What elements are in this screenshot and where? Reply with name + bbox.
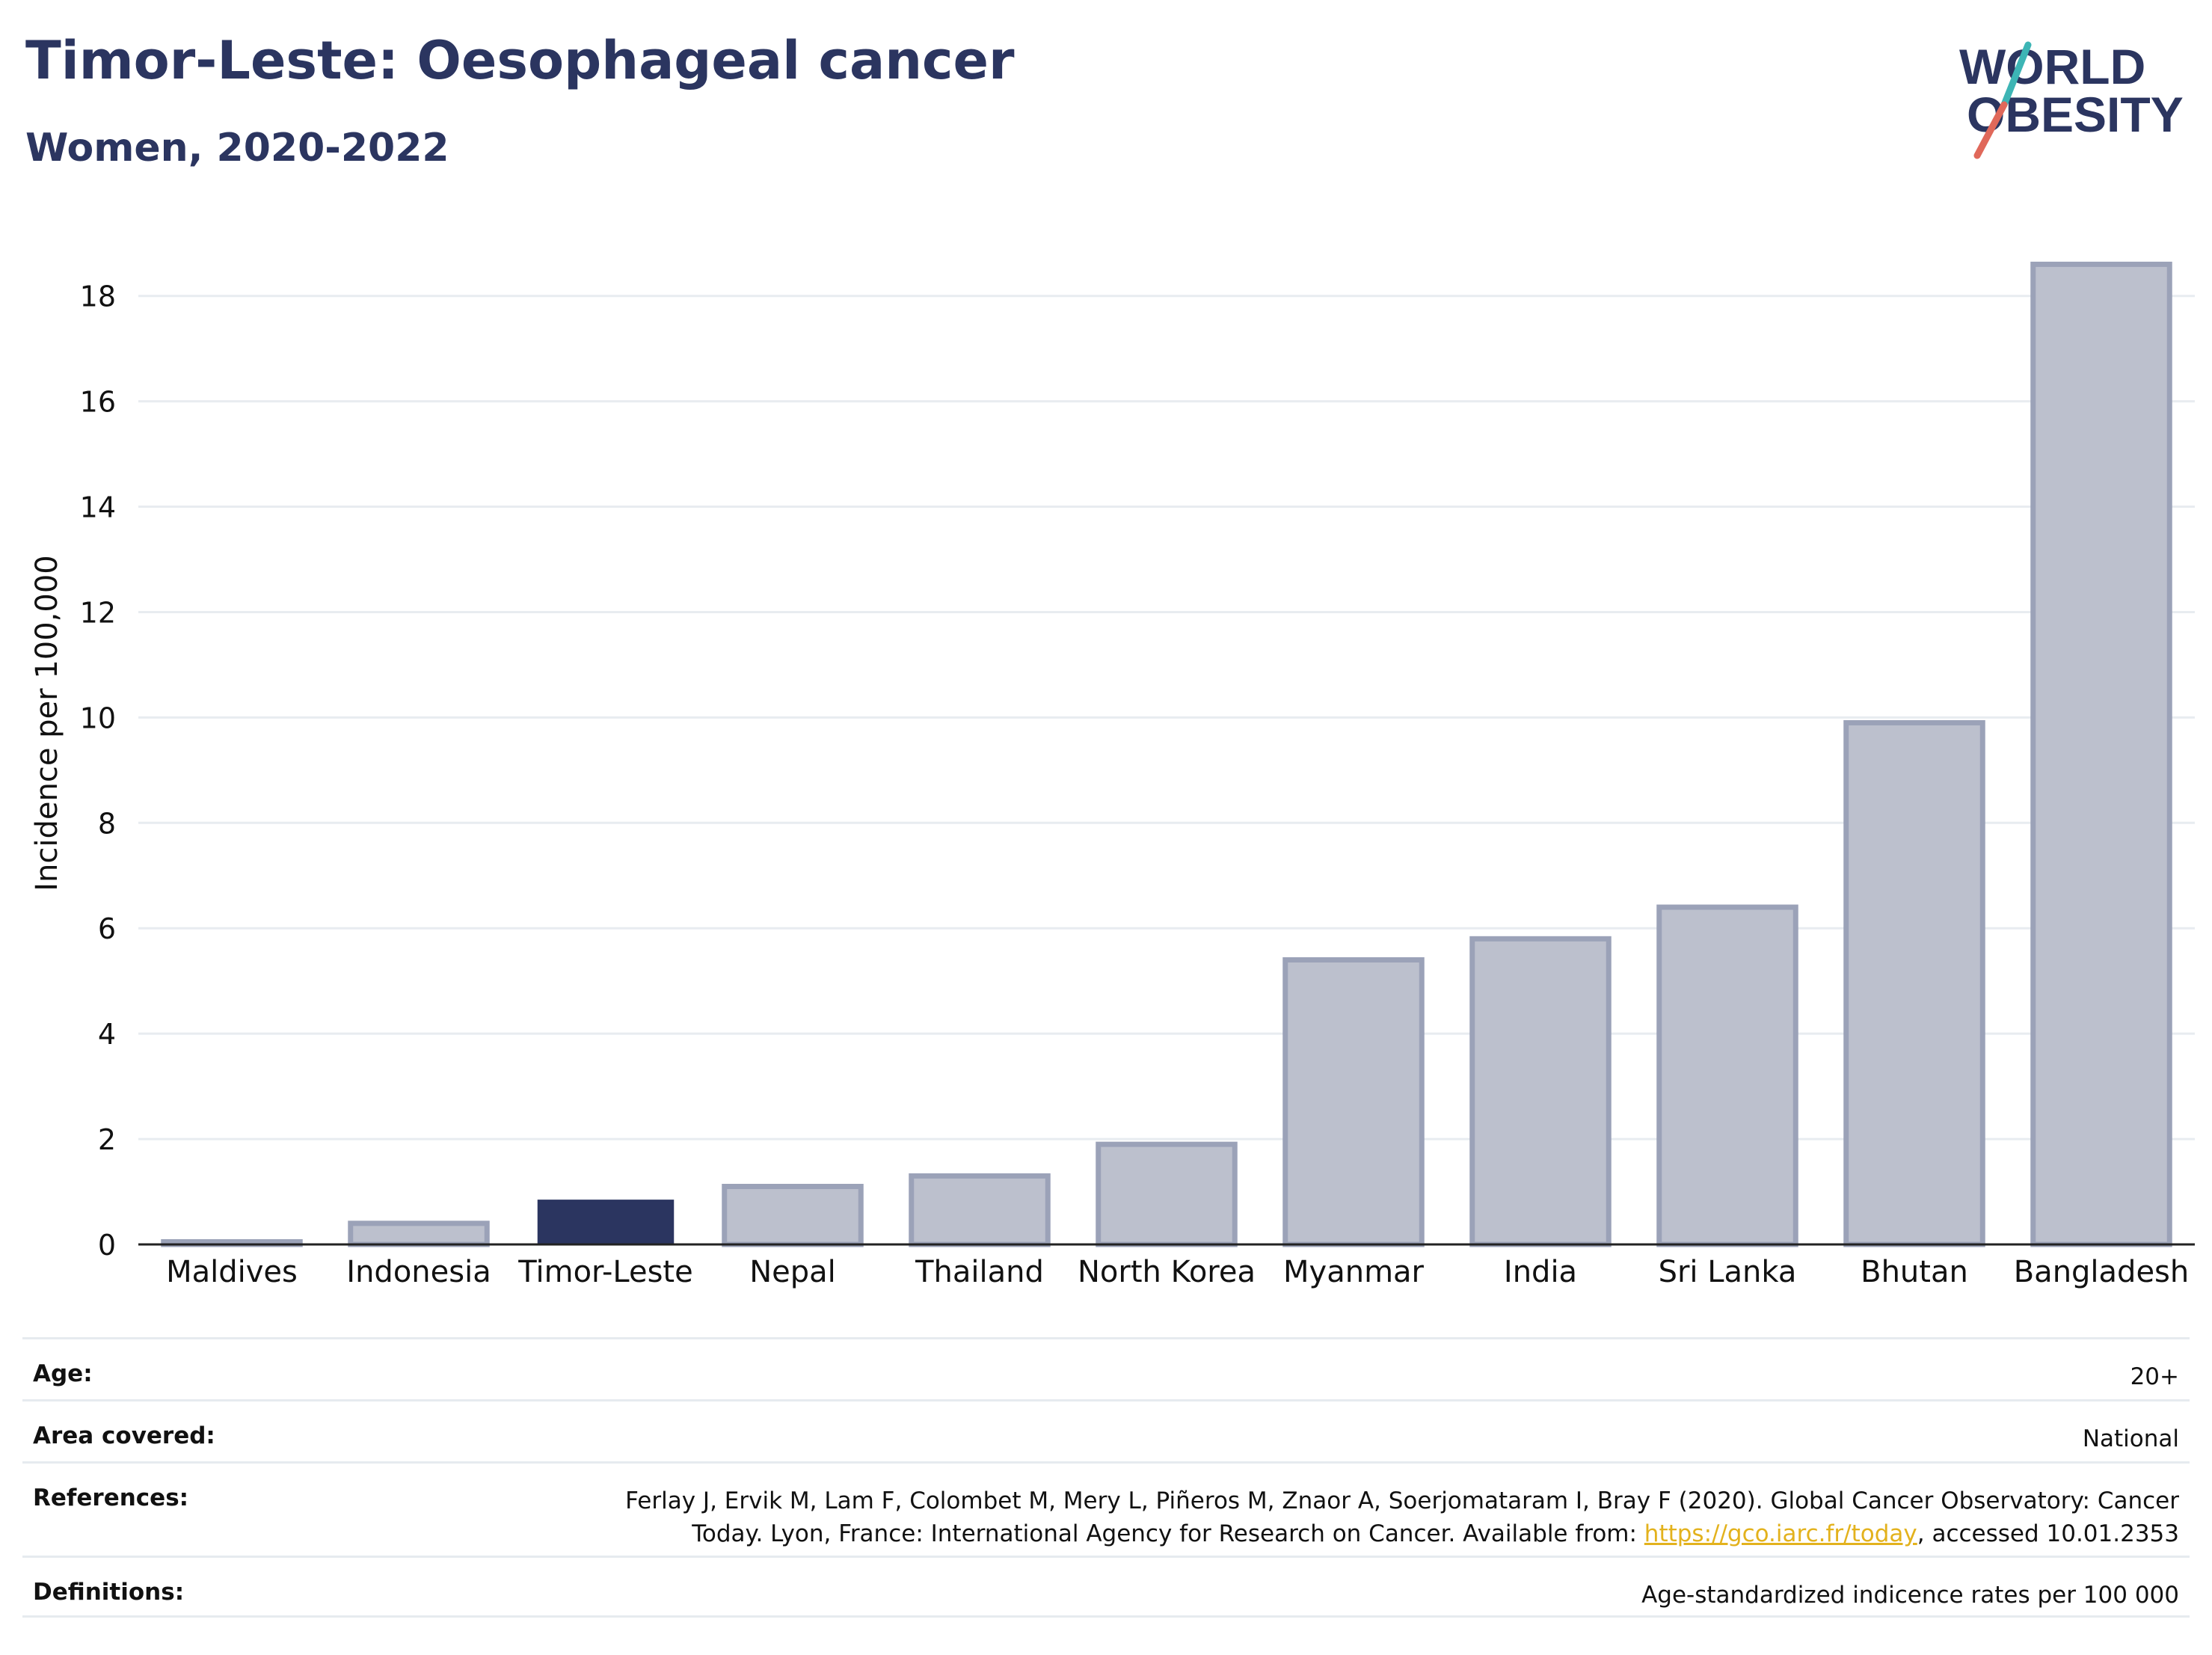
bar-thailand [909,1173,1051,1247]
references-line1: Ferlay J, Ervik M, Lam F, Colombet M, Me… [625,1487,2179,1514]
definitions-label: Definitions: [33,1579,185,1606]
y-tick-label: 16 [80,386,116,419]
x-tick-label: Maldives [166,1255,298,1289]
logo-line1: WORLD [1959,39,2145,94]
chart-title: Timor-Leste: Oesophageal cancer [25,30,1015,91]
info-table: Age: 20+ Area covered: National Referenc… [22,1337,2190,1618]
x-tick-label: Timor-Leste [517,1255,692,1289]
info-row-area: Area covered: National [22,1399,2190,1461]
info-row-definitions: Definitions: Age-standardized indicence … [22,1556,2190,1618]
chart-subtitle: Women, 2020-2022 [25,126,449,171]
x-tick-label: Sri Lanka [1659,1255,1797,1289]
references-label: References: [33,1484,189,1511]
y-tick-label: 0 [98,1229,116,1262]
references-link[interactable]: https://gco.iarc.fr/today [1644,1520,1917,1547]
x-tick-label: India [1504,1255,1577,1289]
x-tick-label: Indonesia [346,1255,491,1289]
area-label: Area covered: [33,1422,215,1449]
logo-line2: OBESITY [1967,87,2184,142]
x-tick-label: Nepal [749,1255,836,1289]
bar-india [1469,936,1612,1247]
x-tick-label: Thailand [915,1255,1044,1289]
references-line2-pre: Today. Lyon, France: International Agenc… [692,1520,1644,1547]
x-tick-label: Bhutan [1861,1255,1968,1289]
bar-north-korea [1096,1141,1238,1247]
bar-myanmar [1282,957,1425,1247]
area-value: National [2082,1425,2179,1452]
x-tick-layer: Maldives Indonesia Timor-Leste Nepal Thailan… [166,1255,2189,1289]
x-tick-label: North Korea [1078,1255,1256,1289]
bar-sri-lanka [1656,904,1798,1247]
bar-nepal [722,1183,864,1247]
x-tick-label: Myanmar [1283,1255,1425,1289]
bar-layer [161,261,2172,1247]
x-tick-label: Bangladesh [2014,1255,2190,1289]
logo-slash-coral [1973,101,2008,159]
y-tick-label: 4 [98,1018,116,1051]
bar-bangladesh [2030,261,2172,1247]
bar-indonesia [348,1220,490,1247]
logo-slash-teal [2000,41,2032,108]
y-tick-label: 18 [80,280,116,313]
y-tick-label: 10 [80,701,116,734]
definitions-value: Age-standardized indicence rates per 100… [1641,1582,2179,1609]
y-tick-label: 12 [80,596,116,629]
age-label: Age: [33,1360,93,1387]
y-tick-label: 2 [98,1123,116,1156]
info-row-age: Age: 20+ [22,1337,2190,1399]
y-tick-label: 8 [98,807,116,840]
y-axis-label: Incidence per 100,000 [30,555,64,891]
y-tick-layer: 0 2 4 6 8 10 12 14 16 18 [80,280,116,1262]
bar-bhutan [1843,719,1985,1247]
y-tick-label: 14 [80,491,116,524]
world-obesity-logo: WORLD OBESITY [1959,39,2184,159]
y-tick-label: 6 [98,912,116,945]
references-line2-post: , accessed 10.01.2353 [1917,1520,2179,1547]
references-value: Ferlay J, Ervik M, Lam F, Colombet M, Me… [625,1464,2179,1550]
bar-timor-leste [537,1200,675,1244]
info-row-references: References: Ferlay J, Ervik M, Lam F, Co… [22,1461,2190,1556]
age-value: 20+ [2130,1363,2179,1390]
bar-chart: 0 2 4 6 8 10 12 14 16 18 Maldives Indonesia Timor-L… [30,261,2195,1289]
